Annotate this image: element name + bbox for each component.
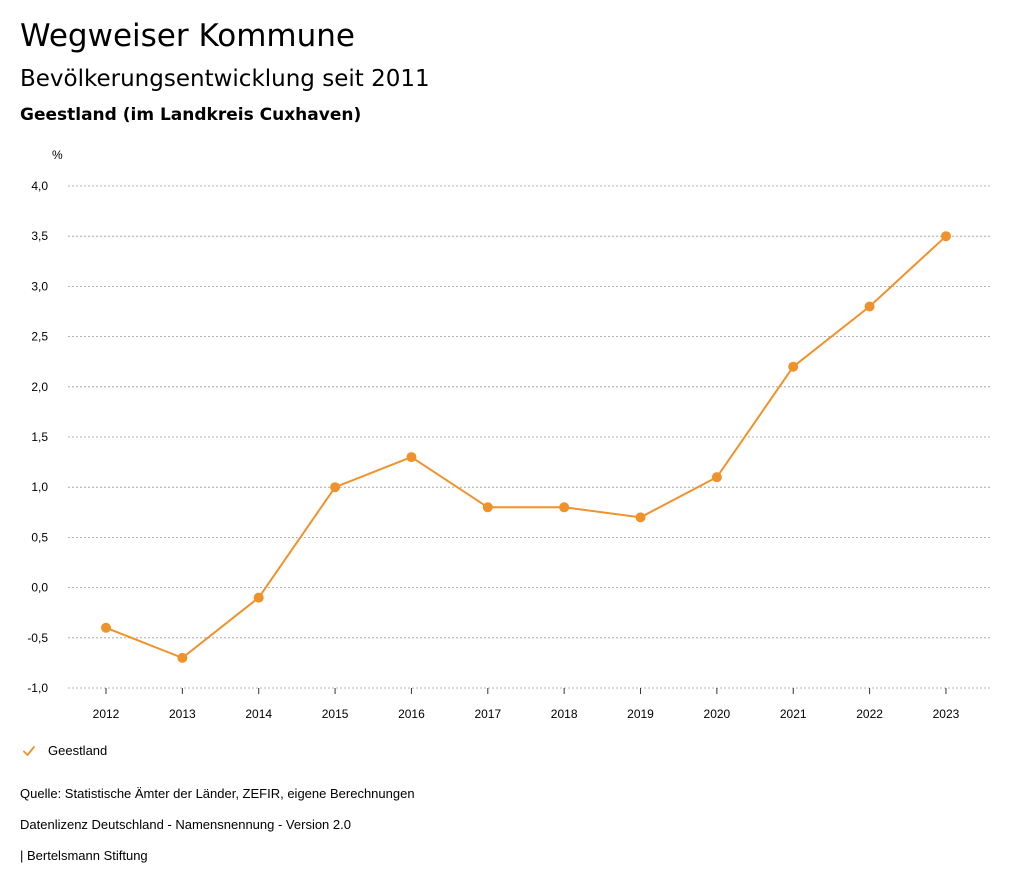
x-tick-label: 2021 (780, 707, 807, 721)
chart-grid (68, 185, 990, 689)
y-tick-label: 1,5 (31, 430, 48, 444)
data-point-2019[interactable] (635, 512, 646, 523)
y-tick-label: 3,0 (31, 279, 48, 293)
y-tick-label: 0,5 (31, 530, 48, 544)
publisher-note: | Bertelsmann Stiftung (20, 848, 148, 863)
y-tick-label: 0,0 (31, 581, 48, 595)
x-tick-label: 2017 (474, 707, 501, 721)
x-tick-label: 2013 (169, 707, 196, 721)
data-point-2020[interactable] (711, 472, 722, 483)
chart-series (101, 231, 951, 663)
page-title: Wegweiser Kommune (20, 18, 355, 54)
data-point-2016[interactable] (406, 452, 417, 463)
y-tick-label: -1,0 (27, 681, 48, 695)
x-tick-label: 2018 (551, 707, 578, 721)
y-tick-label: 2,0 (31, 380, 48, 394)
y-tick-label: -0,5 (27, 631, 48, 645)
data-point-2023[interactable] (940, 231, 951, 242)
x-tick-label: 2022 (856, 707, 883, 721)
series-line-geestland (105, 235, 947, 659)
x-tick-label: 2020 (704, 707, 731, 721)
chart-legend[interactable]: Geestland (22, 743, 107, 758)
source-note: Quelle: Statistische Ämter der Länder, Z… (20, 786, 415, 801)
legend-label-geestland: Geestland (48, 743, 108, 758)
x-tick-label: 2019 (627, 707, 654, 721)
data-point-2021[interactable] (788, 361, 799, 372)
x-tick-label: 2014 (245, 707, 272, 721)
data-point-2012[interactable] (101, 622, 111, 633)
data-point-2018[interactable] (559, 502, 570, 513)
data-point-2014[interactable] (253, 592, 264, 603)
data-point-2013[interactable] (177, 652, 188, 663)
region-label: Geestland (im Landkreis Cuxhaven) (20, 105, 362, 125)
y-tick-label: 1,0 (31, 480, 48, 494)
data-point-2022[interactable] (864, 301, 875, 312)
data-point-2015[interactable] (330, 482, 341, 493)
data-point-2017[interactable] (482, 502, 493, 513)
x-tick-label: 2023 (933, 707, 960, 721)
chart-subtitle: Bevölkerungsentwicklung seit 2011 (20, 66, 430, 92)
chart-axes: % -1,0 -0,5 0,0 0,5 1,0 1,5 2,0 2,5 3,0 3,5 4,0 2012… (27, 148, 959, 721)
y-tick-label: 4,0 (31, 179, 48, 193)
x-tick-label: 2015 (322, 707, 349, 721)
check-icon (22, 744, 36, 758)
line-chart: % -1,0 -0,5 0,0 0,5 1,0 1,5 2,0 2,5 3,0 3,5 4,0 2012… (27, 148, 990, 721)
x-tick-label: 2012 (93, 707, 120, 721)
x-tick-label: 2016 (398, 707, 425, 721)
y-tick-label: 3,5 (31, 229, 48, 243)
y-axis-unit: % (52, 148, 63, 162)
y-tick-label: 2,5 (31, 330, 48, 344)
license-note: Datenlizenz Deutschland - Namensnennung … (20, 817, 351, 832)
